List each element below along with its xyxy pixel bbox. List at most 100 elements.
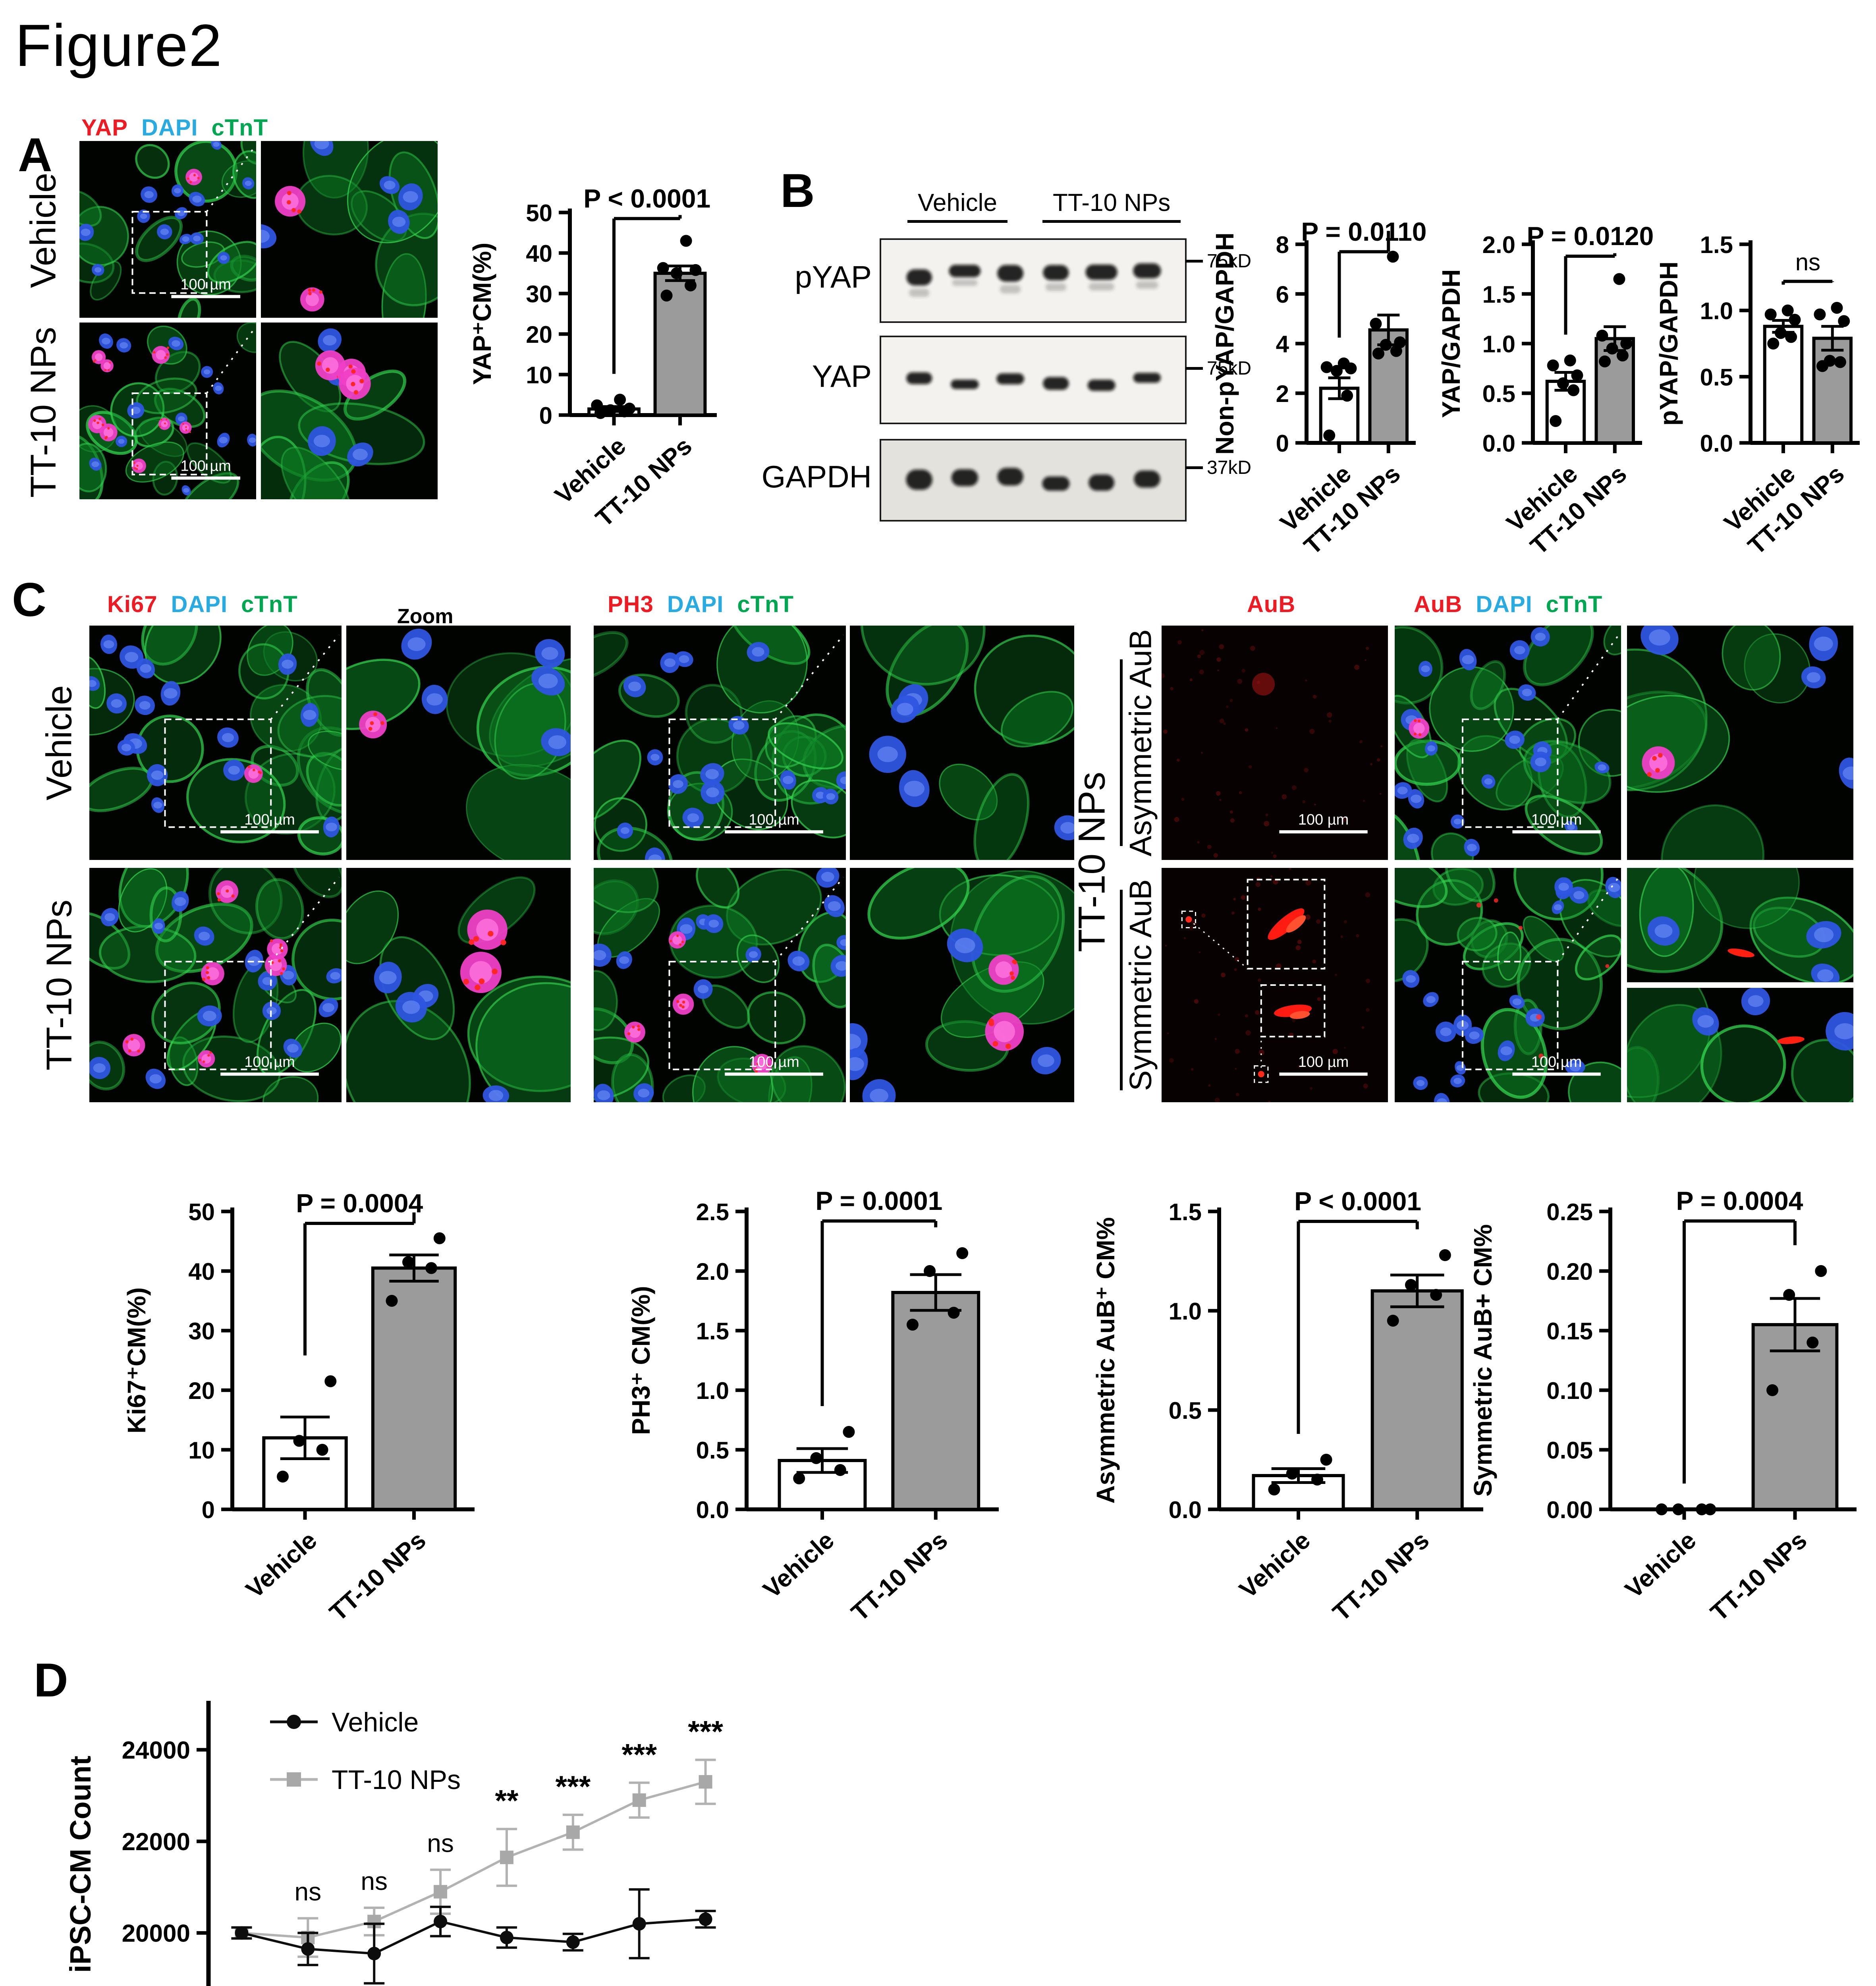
svg-text:***: *** [688, 1715, 723, 1749]
svg-text:1.0: 1.0 [1482, 331, 1515, 357]
svg-text:100 µm: 100 µm [180, 458, 231, 475]
svg-text:Symmetric AuB+ CM%: Symmetric AuB+ CM% [1469, 1224, 1497, 1497]
svg-text:ns: ns [427, 1829, 454, 1857]
svg-text:Non-pYAP/GAPDH: Non-pYAP/GAPDH [1210, 232, 1239, 454]
panel-c-zoom-label: Zoom [397, 605, 454, 628]
channel-label: cTnT [1546, 591, 1603, 617]
micrograph-aub-symmetric-merge: 100 µm [1395, 868, 1621, 1102]
svg-text:Vehicle: Vehicle [1234, 1526, 1316, 1603]
micrograph-ph3-tt10-zoom [850, 868, 1074, 1102]
svg-text:TT-10 NPs: TT-10 NPs [1328, 1526, 1434, 1627]
chart-yap-gapdh: 0.0 0.5 1.0 1.5 2.0 YAP/GAPDH Vehicle TT-10 NPs… [1434, 171, 1656, 568]
svg-text:0: 0 [539, 402, 552, 429]
blot-group-tt10: TT-10 NPs [1042, 189, 1181, 223]
svg-text:TT-10 NPs: TT-10 NPs [846, 1526, 953, 1627]
svg-text:24000: 24000 [122, 1737, 190, 1764]
channel-label: AuB [1414, 591, 1463, 617]
svg-text:ns: ns [361, 1867, 388, 1895]
micrograph-aub-symmetric-zoom-1 [1627, 868, 1853, 982]
chart-ph3-cm: 0.0 0.5 1.0 1.5 2.0 2.5 PH3⁺ CM(%) Vehicle TT-10… [623, 1136, 1017, 1640]
svg-text:YAP⁺CM(%): YAP⁺CM(%) [468, 243, 496, 385]
panel-a-channel-header: YAP DAPI cTnT [81, 114, 282, 141]
channel-label: AuB [1247, 591, 1296, 617]
blot-row-label-gapdh: GAPDH [761, 459, 872, 494]
svg-text:0.0: 0.0 [1482, 430, 1515, 457]
micrograph-aub-asymmetric-zoom [1627, 626, 1853, 860]
svg-text:1.5: 1.5 [1482, 281, 1515, 308]
svg-text:2: 2 [1276, 381, 1289, 407]
chart-asymmetric-aub: 0.0 0.5 1.0 1.5 Asymmetric AuB⁺ CM% Vehicle TT… [1088, 1136, 1501, 1640]
micrograph-ki67-tt10-full: 100 µm [89, 868, 342, 1102]
svg-text:100 µm: 100 µm [1298, 811, 1349, 828]
chart-non-pyap-gapdh: 0 2 4 6 8 Non-pYAP/GAPDH Vehicle TT-10 NPs P = 0… [1207, 171, 1430, 568]
svg-text:0.5: 0.5 [1482, 381, 1515, 407]
svg-text:100 µm: 100 µm [244, 811, 295, 828]
chart-ki67-cm: 0 10 20 30 40 50 Ki67⁺CM(%) Vehicle TT-10 NPs P =… [119, 1136, 492, 1640]
svg-text:0.0: 0.0 [696, 1497, 729, 1523]
svg-text:4: 4 [1276, 331, 1289, 357]
svg-text:0.0: 0.0 [1700, 430, 1733, 457]
svg-text:20: 20 [526, 321, 552, 348]
svg-text:0.0: 0.0 [1169, 1497, 1202, 1523]
svg-text:**: ** [495, 1784, 519, 1818]
channel-label: YAP [81, 115, 128, 141]
micrograph-aub-asymmetric-merge: 100 µm [1395, 626, 1621, 860]
panel-c-row-label-symmetric-aub: Symmetric AuB [1123, 879, 1158, 1091]
svg-text:40: 40 [526, 240, 552, 267]
micrograph-ph3-vehicle-zoom [850, 626, 1074, 860]
svg-text:100 µm: 100 µm [1531, 1054, 1582, 1070]
svg-text:22000: 22000 [122, 1828, 190, 1856]
blot-pyap [880, 238, 1187, 323]
svg-text:30: 30 [526, 281, 552, 307]
svg-text:30: 30 [188, 1318, 215, 1345]
micrograph-a-tt10-full: 100 µm [79, 323, 256, 499]
panel-c-aub-group-label: TT-10 NPs [1071, 772, 1113, 952]
panel-c-ki67-header: Ki67 DAPI cTnT [107, 591, 311, 618]
svg-text:2.5: 2.5 [696, 1199, 729, 1225]
svg-text:50: 50 [188, 1199, 215, 1225]
svg-text:P = 0.0110: P = 0.0110 [1301, 217, 1426, 246]
panel-c-aub-merge-header: AuB DAPI cTnT [1414, 591, 1616, 618]
svg-text:TT-10 NPs: TT-10 NPs [324, 1526, 431, 1627]
blot-yap [880, 336, 1187, 424]
svg-text:100 µm: 100 µm [1298, 1054, 1349, 1070]
micrograph-a-vehicle-zoom [261, 141, 438, 318]
svg-text:TT-10 NPs: TT-10 NPs [332, 1765, 461, 1795]
micrograph-ki67-vehicle-full: 100 µm [89, 626, 342, 860]
panel-a-row-label-tt10: TT-10 NPs [23, 326, 64, 498]
micrograph-aub-symmetric-zoom-2 [1627, 988, 1853, 1102]
panel-d-label: D [34, 1654, 68, 1707]
svg-text:0.25: 0.25 [1546, 1199, 1593, 1225]
svg-text:1.0: 1.0 [1169, 1298, 1202, 1325]
svg-text:0.5: 0.5 [696, 1437, 729, 1464]
svg-text:2.0: 2.0 [696, 1258, 729, 1285]
svg-text:Vehicle: Vehicle [241, 1526, 322, 1603]
svg-text:50: 50 [526, 200, 552, 226]
svg-text:1.5: 1.5 [696, 1318, 729, 1345]
panel-b-label: B [780, 164, 815, 217]
blot-marker-pyap: 75kD [1185, 250, 1251, 272]
blot-row-label-yap: YAP [812, 359, 872, 394]
channel-label: cTnT [211, 115, 268, 141]
svg-text:TT-10 NPs: TT-10 NPs [1705, 1526, 1812, 1627]
symmetric-aub-rule [1120, 890, 1123, 1090]
svg-text:20: 20 [188, 1377, 215, 1404]
svg-text:0.5: 0.5 [1169, 1397, 1202, 1424]
panel-c-row-label-vehicle: Vehicle [39, 685, 79, 801]
channel-label: DAPI [1476, 591, 1532, 617]
chart-yap-cm: 0 10 20 30 40 50 YAP⁺CM(%) Vehicle TT-10 NPs P < … [465, 139, 735, 540]
panel-c-row-label-asymmetric-aub: Asymmetric AuB [1123, 629, 1158, 857]
svg-text:ns: ns [1795, 249, 1820, 275]
blot-marker-yap: 75kD [1185, 357, 1251, 379]
channel-label: cTnT [241, 591, 298, 617]
svg-text:P = 0.0001: P = 0.0001 [815, 1186, 942, 1215]
chart-pyap-gapdh: 0.0 0.5 1.0 1.5 pYAP/GAPDH Vehicle TT-10 NPs ns [1651, 171, 1874, 568]
micrograph-aub-asymmetric-red: 100 µm [1162, 626, 1388, 860]
svg-text:0: 0 [1276, 430, 1289, 457]
panel-c-aub-header: AuB [1247, 591, 1309, 618]
svg-text:Ki67⁺CM(%): Ki67⁺CM(%) [122, 1287, 151, 1433]
svg-text:Asymmetric AuB⁺ CM%: Asymmetric AuB⁺ CM% [1091, 1217, 1120, 1503]
svg-text:0: 0 [202, 1497, 215, 1523]
channel-label: DAPI [141, 115, 198, 141]
micrograph-a-vehicle-full: 100 µm [79, 141, 256, 318]
